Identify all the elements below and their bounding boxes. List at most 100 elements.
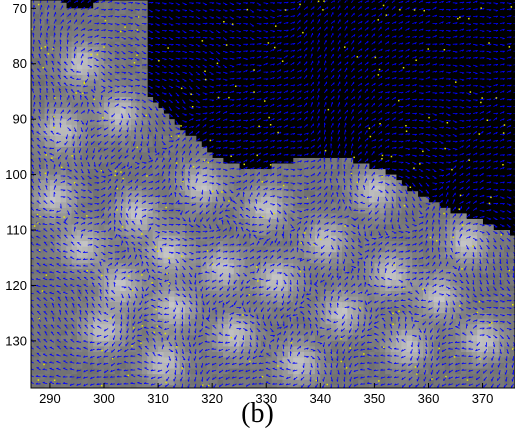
image-pixel	[336, 235, 343, 242]
image-pixel	[44, 58, 51, 65]
image-pixel	[217, 357, 224, 364]
image-pixel	[93, 224, 99, 231]
image-pixel	[49, 58, 56, 65]
vector-arrow	[64, 303, 68, 308]
image-pixel	[266, 185, 273, 192]
image-pixel	[406, 363, 413, 369]
image-pixel	[482, 318, 489, 325]
image-pixel	[390, 318, 397, 325]
image-pixel	[39, 8, 45, 15]
image-pixel	[31, 363, 35, 369]
image-pixel	[55, 2, 62, 9]
image-pixel	[460, 213, 467, 220]
image-pixel	[206, 274, 213, 281]
image-pixel	[125, 252, 132, 259]
image-pixel	[49, 36, 56, 42]
vector-arrow	[94, 14, 100, 18]
vector-arrow	[31, 129, 35, 135]
image-pixel	[304, 324, 310, 331]
image-pixel	[93, 285, 99, 292]
vector-arrow	[76, 284, 82, 288]
image-pixel	[233, 291, 240, 297]
image-pixel	[358, 385, 364, 388]
vector-arrow	[107, 0, 113, 4]
vector-arrow	[42, 263, 48, 267]
vector-arrow	[100, 168, 105, 174]
image-pixel	[450, 268, 456, 275]
image-pixel	[352, 218, 359, 225]
image-pixel	[212, 318, 218, 325]
image-pixel	[44, 318, 51, 325]
image-pixel	[390, 329, 397, 336]
image-pixel	[44, 135, 51, 142]
image-pixel	[477, 302, 483, 309]
image-pixel	[244, 296, 251, 303]
image-pixel	[44, 202, 51, 209]
image-pixel	[104, 340, 110, 347]
image-pixel	[93, 218, 99, 225]
image-pixel	[49, 108, 56, 115]
image-pixel	[141, 52, 148, 59]
vector-arrow	[56, 367, 61, 371]
image-pixel	[55, 279, 62, 286]
image-pixel	[168, 146, 175, 153]
image-pixel	[471, 368, 478, 375]
vector-arrow	[107, 227, 112, 232]
image-pixel	[466, 224, 473, 231]
image-pixel	[277, 340, 283, 347]
image-pixel	[287, 230, 294, 236]
image-pixel	[444, 252, 451, 259]
image-pixel	[368, 257, 375, 264]
image-pixel	[109, 224, 116, 231]
image-pixel	[93, 19, 99, 26]
image-pixel	[271, 379, 278, 386]
image-pixel	[331, 368, 337, 375]
vector-arrow	[39, 87, 42, 93]
image-pixel	[379, 324, 386, 331]
image-pixel	[152, 263, 159, 270]
image-pixel	[282, 291, 289, 297]
image-pixel	[304, 335, 310, 342]
image-pixel	[98, 157, 105, 164]
image-pixel	[455, 329, 462, 336]
image-pixel	[104, 185, 110, 192]
image-pixel	[390, 285, 397, 292]
image-pixel	[201, 241, 208, 248]
image-pixel	[131, 296, 137, 303]
image-pixel	[222, 318, 229, 325]
image-pixel	[120, 113, 127, 120]
image-pixel	[76, 279, 83, 286]
image-pixel	[66, 335, 72, 342]
image-pixel	[358, 174, 364, 181]
image-pixel	[49, 152, 56, 159]
image-pixel	[314, 318, 321, 325]
image-pixel	[309, 385, 316, 388]
image-pixel	[93, 191, 99, 198]
vector-arrow	[101, 187, 106, 191]
image-pixel	[49, 141, 56, 148]
image-pixel	[141, 368, 148, 375]
image-pixel	[31, 340, 35, 347]
image-pixel	[31, 224, 35, 231]
vector-arrow	[85, 148, 89, 153]
image-pixel	[374, 191, 381, 198]
image-pixel	[331, 346, 337, 353]
image-pixel	[212, 285, 218, 292]
image-pixel	[158, 202, 164, 209]
image-pixel	[104, 268, 110, 275]
image-pixel	[390, 207, 397, 214]
image-pixel	[141, 58, 148, 65]
image-pixel	[174, 146, 181, 153]
image-pixel	[163, 363, 170, 369]
image-pixel	[104, 285, 110, 292]
image-pixel	[363, 163, 370, 170]
image-pixel	[82, 69, 89, 76]
image-pixel	[239, 191, 246, 198]
image-pixel	[55, 374, 62, 381]
image-pixel	[206, 279, 213, 286]
image-pixel	[39, 385, 45, 388]
image-pixel	[358, 241, 364, 248]
image-pixel	[131, 85, 137, 92]
image-pixel	[141, 302, 148, 309]
image-pixel	[428, 268, 435, 275]
